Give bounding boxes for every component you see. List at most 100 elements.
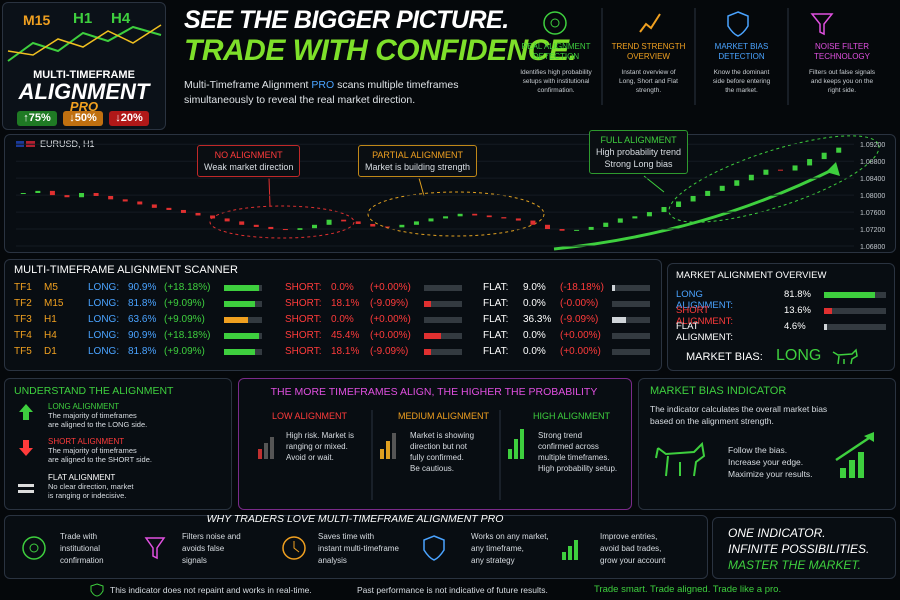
candle	[486, 215, 492, 218]
why-item: Trade with institutional confirmation	[60, 531, 104, 567]
candle	[719, 185, 725, 191]
candle	[326, 219, 332, 225]
text-line: Identifies high probability	[520, 69, 592, 76]
text-line: Follow the bias.	[728, 445, 788, 455]
candle	[253, 224, 259, 227]
understand-panel	[4, 378, 232, 510]
candle	[355, 221, 361, 224]
shield-icon	[90, 583, 104, 597]
overview-value: 13.6%	[784, 305, 811, 316]
overview-label: LONG ALIGNMENT:	[676, 289, 734, 311]
flat-label: FLAT:	[483, 298, 509, 309]
annotation-text: Market is building strength	[365, 161, 470, 173]
candle	[93, 193, 99, 196]
long-value: 90.9%	[128, 282, 157, 293]
feature-title: MARKET BIAS DETECTION	[695, 42, 788, 62]
candle	[195, 212, 201, 216]
candle	[166, 207, 172, 210]
candle	[559, 229, 565, 231]
bar	[424, 349, 431, 355]
text-line: Works on any market,	[471, 532, 549, 541]
candle	[370, 223, 376, 227]
text-line: Market is building strength	[365, 162, 471, 172]
candle	[617, 218, 623, 223]
flat-change: (-18.18%)	[560, 282, 604, 293]
prob-item-title: MEDIUM ALIGNMENT	[398, 411, 490, 421]
flat-label: FLAT:	[483, 346, 509, 357]
candle	[297, 228, 303, 230]
tagline-panel	[712, 517, 896, 579]
text-line: Improve entries,	[600, 532, 658, 541]
flat-label: FLAT:	[483, 314, 509, 325]
candle	[705, 190, 711, 196]
candle	[239, 221, 245, 225]
logo-tf: M15	[23, 12, 51, 28]
text-line: signals	[182, 556, 207, 565]
text-line: High probability trend	[596, 147, 682, 157]
text-line: direction but not	[410, 442, 467, 451]
text-line: institutional	[60, 544, 101, 553]
stat-pill: ↓50%	[63, 111, 103, 126]
bar	[424, 333, 442, 339]
flat-change: (+0.00%)	[560, 346, 601, 357]
text-line: Increase your edge.	[728, 457, 804, 467]
candle	[137, 201, 143, 205]
candle	[224, 218, 230, 222]
bar-track	[612, 301, 650, 307]
probability-icons	[258, 410, 524, 500]
price-chart: EURUSD, H1 1.092001.088001.084001.080001…	[16, 135, 885, 251]
prob-item-title: HIGH ALIGNMENT	[533, 411, 611, 421]
text-line: No clear direction, market	[48, 482, 134, 491]
short-change: (+0.00%)	[370, 282, 411, 293]
annotation-text: Weak market direction	[204, 161, 293, 173]
bias-panel	[638, 378, 896, 510]
long-label: LONG:	[88, 282, 120, 293]
candle	[777, 169, 783, 171]
logo-pro: PRO	[69, 99, 99, 114]
feature-text: Filters out false signals and keeps you o…	[788, 68, 896, 95]
text-line: High probability setup.	[538, 464, 618, 473]
logo-box: M15 H1 H4 MULTI-TIMEFRAME ALIGNMENT PRO …	[2, 2, 166, 130]
candle	[763, 169, 769, 175]
probability-title: THE MORE TIMEFRAMES ALIGN, THE HIGHER TH…	[270, 386, 598, 398]
text-line: are aligned to the LONG side.	[48, 420, 148, 429]
candle	[399, 224, 405, 228]
why-title: WHY TRADERS LOVE MULTI-TIMEFRAME ALIGNME…	[206, 513, 504, 525]
candle	[35, 190, 41, 193]
bar	[224, 301, 256, 307]
tf-period: H4	[44, 330, 57, 341]
footer-text: Past performance is not indicative of fu…	[357, 585, 548, 595]
overview-label: FLAT ALIGNMENT:	[676, 321, 734, 343]
bias-value: LONG	[776, 347, 822, 364]
understand-item-text: The majority of timeframes are aligned to…	[48, 446, 152, 464]
prob-item-text: Market is showing direction but not fully …	[410, 430, 474, 474]
tagline: ONE INDICATOR.	[728, 526, 826, 540]
footer-text: Trade smart. Trade aligned. Trade like a…	[594, 584, 782, 595]
text-line: Long, Short and Flat	[619, 78, 678, 85]
text-line: DETECTION	[532, 52, 580, 61]
bar-track	[612, 349, 650, 355]
candle	[588, 226, 594, 230]
bias-icons	[655, 432, 874, 478]
short-value: 0.0%	[331, 314, 354, 325]
candle	[530, 220, 536, 225]
why-panel	[4, 515, 708, 579]
bar-track	[424, 349, 462, 355]
long-label: LONG:	[88, 330, 120, 341]
stat-pill: ↓20%	[109, 111, 149, 126]
headline-2: TRADE WITH CONFIDENCE.	[184, 34, 577, 67]
long-value: 63.6%	[128, 314, 157, 325]
candle	[210, 215, 216, 219]
candle	[443, 216, 449, 219]
text-line: right side.	[827, 87, 857, 94]
candle	[64, 195, 70, 198]
bar-track	[612, 333, 650, 339]
why-item: Improve entries, avoid bad trades, grow yo…	[600, 531, 665, 567]
candle	[472, 213, 478, 216]
logo-tf: H4	[111, 10, 131, 27]
text-line: REAL ALIGNMENT	[521, 42, 591, 51]
bar-track	[824, 308, 886, 314]
understand-icons	[18, 404, 34, 493]
y-tick-label: 1.07600	[860, 210, 885, 217]
